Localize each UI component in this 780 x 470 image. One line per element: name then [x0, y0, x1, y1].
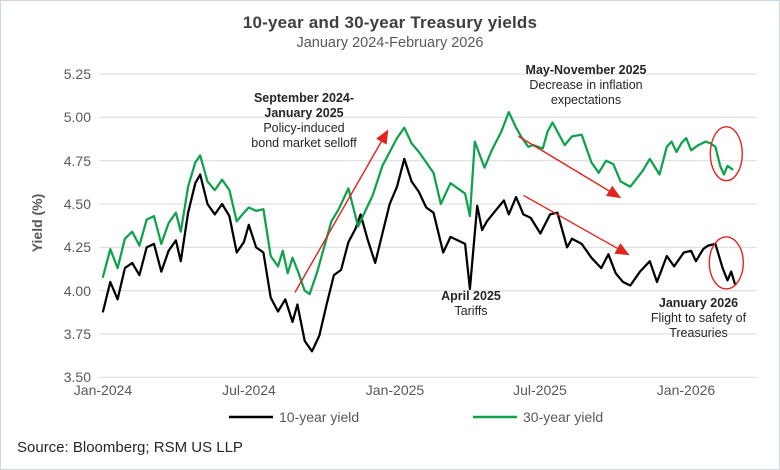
legend-label-10-year: 10-year yield: [279, 409, 359, 425]
annotation-line: Policy-induced: [263, 121, 345, 135]
annotation-line: Flight to safety of: [650, 311, 747, 325]
annotation-flight-to-safety: January 2026 Flight to safety of Treasur…: [626, 296, 771, 341]
x-tick: Jan-2026: [657, 382, 716, 398]
y-tick: 4.50: [64, 196, 91, 212]
x-tick: Jan-2025: [366, 382, 425, 398]
annotation-line: September 2024-: [253, 91, 355, 105]
highlight-ellipse-30yr: [709, 126, 743, 182]
annotation-line: expectations: [550, 93, 622, 107]
annotation-tariffs: April 2025 Tariffs: [406, 289, 536, 319]
annotation-graphics: [294, 126, 744, 293]
chart-title: 10-year and 30-year Treasury yields: [242, 13, 538, 32]
30-year-yield-line: [101, 110, 734, 296]
y-tick: 4.00: [64, 283, 91, 299]
annotation-line: Tariffs: [454, 304, 488, 318]
highlight-ellipse-10yr: [708, 236, 744, 290]
inflation-arrow-down-10yr: [523, 194, 630, 256]
annotation-line: January 2026: [658, 296, 739, 310]
annotation-selloff: September 2024- January 2025 Policy-indu…: [219, 91, 389, 151]
x-tick: Jul-2025: [513, 382, 567, 398]
y-tick: 5.00: [64, 109, 91, 125]
annotation-inflation: May-November 2025 Decrease in inflation …: [496, 63, 676, 108]
legend-label-30-year: 30-year yield: [523, 409, 603, 425]
annotation-line: April 2025: [441, 289, 501, 303]
y-tick-labels: 5.25 5.00 4.75 4.50 4.25 4.00 3.75 3.50: [64, 66, 91, 385]
annotation-line: Treasuries: [669, 326, 728, 340]
inflation-arrow-down-30yr: [518, 135, 622, 199]
y-tick: 4.25: [64, 239, 91, 255]
x-tick: Jul-2024: [222, 382, 276, 398]
series-lines: [101, 110, 736, 353]
source-note: Source: Bloomberg; RSM US LLP: [17, 439, 243, 456]
y-tick: 3.75: [64, 326, 91, 342]
legend: 10-year yield 30-year yield: [229, 409, 603, 425]
x-tick: Jan-2024: [74, 382, 133, 398]
annotation-line: Decrease in inflation: [529, 78, 643, 92]
y-tick: 4.75: [64, 153, 91, 169]
selloff-arrow-up: [294, 129, 389, 293]
x-tick-labels: Jan-2024 Jul-2024 Jan-2025 Jul-2025 Jan-…: [74, 382, 716, 398]
y-tick: 3.50: [64, 369, 91, 385]
annotation-line: May-November 2025: [525, 63, 647, 77]
gridlines: [99, 73, 757, 378]
10-year-yield-line: [101, 157, 736, 353]
y-tick: 5.25: [64, 66, 91, 82]
annotation-line: bond market selloff: [251, 136, 357, 150]
chart-subtitle: January 2024-February 2026: [296, 35, 484, 51]
annotation-line: January 2025: [264, 106, 344, 120]
